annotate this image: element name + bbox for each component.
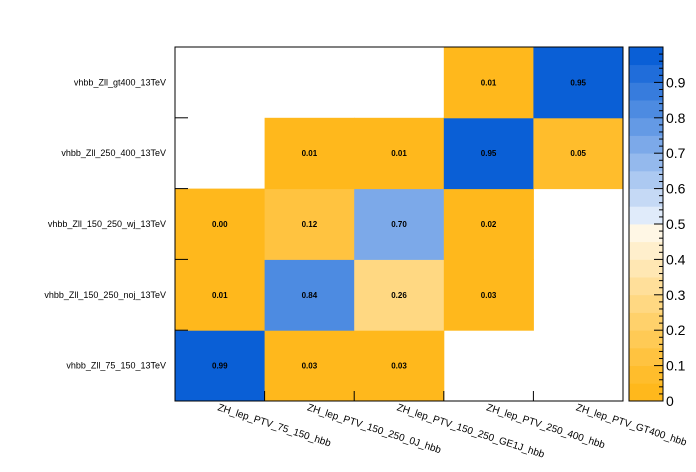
colorbar-tick-label: 0.5	[666, 216, 686, 232]
cell-value-label: 0.00	[212, 220, 228, 229]
colorbar-band	[629, 294, 663, 313]
colorbar-band	[629, 153, 663, 172]
heatmap-cells: 0.99 0.03 0.03 0.01 0.84 0.26 0.03 0.00 0.12 0.70…	[175, 47, 624, 402]
colorbar-band	[629, 259, 663, 278]
colorbar-band	[629, 224, 663, 243]
heatmap-cell	[264, 188, 355, 260]
heatmap-cell	[175, 259, 266, 331]
colorbar-tick-label: 0.8	[666, 110, 686, 126]
colorbar-band	[629, 383, 663, 402]
cell-value-label: 0.01	[391, 149, 407, 158]
colorbar-band	[629, 330, 663, 349]
colorbar-tick-label: 0.3	[666, 287, 686, 303]
y-category-label: vhbb_Zll_150_250_wj_13TeV	[48, 219, 166, 229]
heatmap-cell	[443, 188, 534, 260]
colorbar-band	[629, 312, 663, 331]
cell-value-label: 0.03	[481, 291, 497, 300]
cell-value-label: 0.03	[391, 362, 407, 371]
colorbar-tick-label: 0.9	[666, 74, 686, 90]
heatmap-cell	[443, 259, 534, 331]
heatmap-cell	[175, 188, 266, 260]
colorbar-band	[629, 347, 663, 366]
heatmap-cell	[354, 259, 445, 331]
heatmap-cell	[175, 330, 266, 402]
colorbar-tick-label: 0	[666, 393, 674, 409]
heatmap-cell	[354, 117, 445, 190]
y-category-label: vhbb_Zll_gt400_13TeV	[74, 77, 166, 87]
colorbar-tick-label: 0.1	[666, 358, 686, 374]
cell-value-label: 0.05	[570, 149, 586, 158]
y-category-label: vhbb_Zll_75_150_13TeV	[66, 361, 166, 371]
x-axis-labels: ZH_lep_PTV_75_150_hbbZH_lep_PTV_150_250_…	[216, 402, 688, 460]
y-category-label: vhbb_Zll_150_250_noj_13TeV	[44, 290, 166, 300]
cell-value-label: 0.84	[302, 291, 318, 300]
colorbar-tick-label: 0.6	[666, 181, 686, 197]
colorbar-band	[629, 365, 663, 384]
colorbar-tick-label: 0.7	[666, 145, 686, 161]
color-scale-bar: 0 0.1 0.2 0.3 0.4 0.5 0.6 0.7 0.8 0.9	[628, 46, 686, 409]
colorbar-band	[629, 135, 663, 154]
cell-value-label: 0.01	[302, 149, 318, 158]
cell-value-label: 0.70	[391, 220, 407, 229]
colorbar-band	[629, 117, 663, 136]
heatmap-cell	[533, 117, 624, 190]
colorbar-band	[629, 241, 663, 260]
cell-value-label: 0.01	[212, 291, 228, 300]
cell-value-label: 0.99	[212, 362, 228, 371]
colorbar-tick-label: 0.2	[666, 322, 686, 338]
cell-value-label: 0.95	[481, 149, 497, 158]
cell-value-label: 0.95	[570, 78, 586, 87]
colorbar-band	[629, 64, 663, 83]
colorbar-band	[629, 47, 663, 66]
colorbar-band	[629, 170, 663, 189]
cell-value-label: 0.12	[302, 220, 318, 229]
heatmap-cell	[264, 330, 355, 402]
colorbar-band	[629, 188, 663, 207]
heatmap-cell	[354, 188, 445, 260]
heatmap-cell	[533, 47, 624, 119]
cell-value-label: 0.03	[302, 362, 318, 371]
heatmap-cell	[443, 117, 534, 190]
colorbar-band	[629, 100, 663, 119]
cell-value-label: 0.02	[481, 220, 497, 229]
y-axis-labels: vhbb_Zll_75_150_13TeV vhbb_Zll_150_250_no…	[44, 77, 166, 370]
plot-frame	[174, 46, 624, 402]
colorbar-tick-label: 0.4	[666, 251, 686, 267]
colorbar-band	[629, 277, 663, 296]
cell-value-label: 0.01	[481, 78, 497, 87]
x-category-label: ZH_lep_PTV_150_250_GE1J_hbb	[395, 402, 546, 460]
heatmap-cell	[264, 117, 355, 190]
heatmap-cell	[443, 47, 534, 119]
colorbar-band	[629, 82, 663, 101]
y-category-label: vhbb_Zll_250_400_13TeV	[61, 148, 166, 158]
cell-value-label: 0.26	[391, 291, 407, 300]
heatmap-cell	[354, 330, 445, 402]
heatmap-cell	[264, 259, 355, 331]
colorbar-band	[629, 206, 663, 225]
plot-border	[174, 46, 624, 402]
